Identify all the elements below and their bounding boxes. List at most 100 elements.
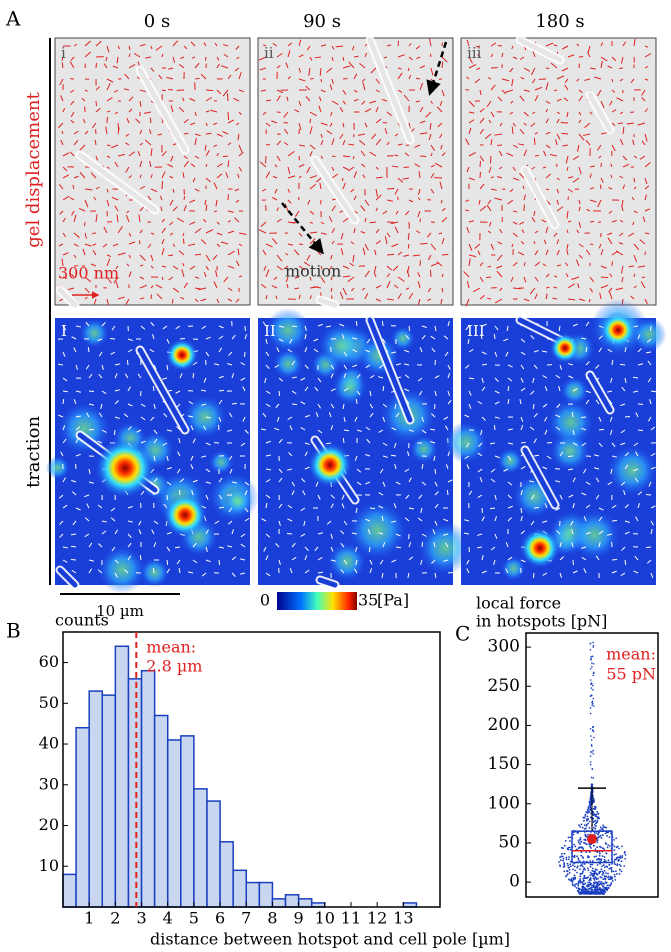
cloud-dot [582, 848, 584, 850]
cloud-dot [604, 826, 606, 828]
traction-vector [356, 399, 357, 404]
cloud-dot [596, 874, 598, 876]
hotspot [308, 443, 352, 487]
cloud-dot [577, 885, 579, 887]
cloud-dot [564, 853, 566, 855]
cloud-dot [603, 893, 605, 895]
displacement-vector [618, 123, 623, 124]
cloud-dot [589, 846, 591, 848]
cloud-dot [561, 853, 563, 855]
cloud-dot [574, 846, 576, 848]
traction-vector [521, 442, 526, 443]
cloud-dot [576, 887, 578, 889]
traction-blob [548, 399, 594, 445]
traction-blob [46, 456, 70, 480]
cloud-dot [596, 869, 598, 871]
cloud-dot [606, 882, 608, 884]
cloud-dot [591, 890, 593, 892]
cloud-dot [572, 883, 574, 885]
mean-annotation: mean: [606, 645, 656, 664]
cloud-dot [587, 884, 589, 886]
bar [181, 736, 194, 907]
cloud-dot [593, 663, 595, 665]
bar [128, 679, 141, 907]
displacement-vector [612, 79, 613, 82]
hotspot [95, 438, 155, 498]
cloud-dot [605, 872, 607, 874]
cloud-dot [576, 855, 578, 857]
displacement-vector [562, 133, 568, 134]
cloud-dot [595, 807, 597, 809]
cloud-dot [581, 872, 583, 874]
cloud-dot [560, 859, 562, 861]
bar [272, 899, 285, 907]
cloud-dot [600, 826, 602, 828]
cloud-dot [569, 847, 571, 849]
cloud-dot [590, 728, 592, 730]
cloud-dot [577, 857, 579, 859]
cloud-dot [590, 643, 592, 645]
cloud-dot [569, 869, 571, 871]
cloud-dot [570, 849, 572, 851]
cloud-dot [599, 836, 601, 838]
cloud-dot [593, 808, 595, 810]
cloud-dot [587, 816, 589, 818]
cloud-dot [590, 883, 592, 885]
cloud-dot [589, 888, 591, 890]
y-tick-label: 50 [498, 832, 520, 852]
bar [142, 671, 155, 907]
cloud-dot [582, 866, 584, 868]
displacement-vector [172, 299, 173, 303]
cloud-dot [593, 813, 595, 815]
cloud-dot [592, 892, 594, 894]
cloud-dot [600, 881, 602, 883]
cloud-dot [587, 876, 589, 878]
cloud-dot [562, 847, 564, 849]
cloud-dot [584, 892, 586, 894]
cloud-dot [562, 860, 564, 862]
displacement-vector [579, 56, 583, 57]
traction-blob [98, 546, 146, 594]
cloud-dot [600, 882, 602, 884]
cloud-dot [613, 854, 615, 856]
cloud-dot [590, 735, 592, 737]
cloud-dot [571, 878, 573, 880]
cloud-dot [606, 866, 608, 868]
cloud-dot [624, 858, 626, 860]
cloud-dot [590, 864, 592, 866]
cloud-dot [596, 832, 598, 834]
displacement-vector [223, 156, 228, 157]
panel-numeral: I [61, 322, 67, 340]
cloud-dot [602, 888, 604, 890]
cloud-dot [565, 840, 567, 842]
panel-numeral: ii [264, 44, 274, 62]
traction-vector [279, 391, 280, 396]
cloud-dot [590, 764, 592, 766]
cloud-dot [591, 739, 593, 741]
cloud-dot [605, 827, 607, 829]
cloud-dot [590, 656, 592, 658]
cloud-dot [593, 827, 595, 829]
x-tick-label: 10 [315, 909, 335, 928]
cloud-dot [605, 833, 607, 835]
cloud-dot [584, 863, 586, 865]
cloud-dot [559, 864, 561, 866]
cloud-dot [606, 835, 608, 837]
traction-vector [435, 469, 436, 474]
cloud-dot [579, 875, 581, 877]
y-tick-label: 300 [488, 637, 520, 657]
cloud-dot [593, 877, 595, 879]
bar [76, 728, 89, 907]
cloud-dot [582, 827, 584, 829]
cloud-dot [588, 880, 590, 882]
traction-vector [581, 417, 586, 418]
cloud-dot [613, 871, 615, 873]
cloud-dot [604, 887, 606, 889]
traction-vector [343, 438, 344, 443]
cloud-dot [613, 849, 615, 851]
cloud-dot [593, 799, 595, 801]
cloud-dot [590, 713, 592, 715]
cloud-dot [614, 874, 616, 876]
cloud-dot [605, 842, 607, 844]
y-tick-label: 100 [488, 793, 520, 813]
